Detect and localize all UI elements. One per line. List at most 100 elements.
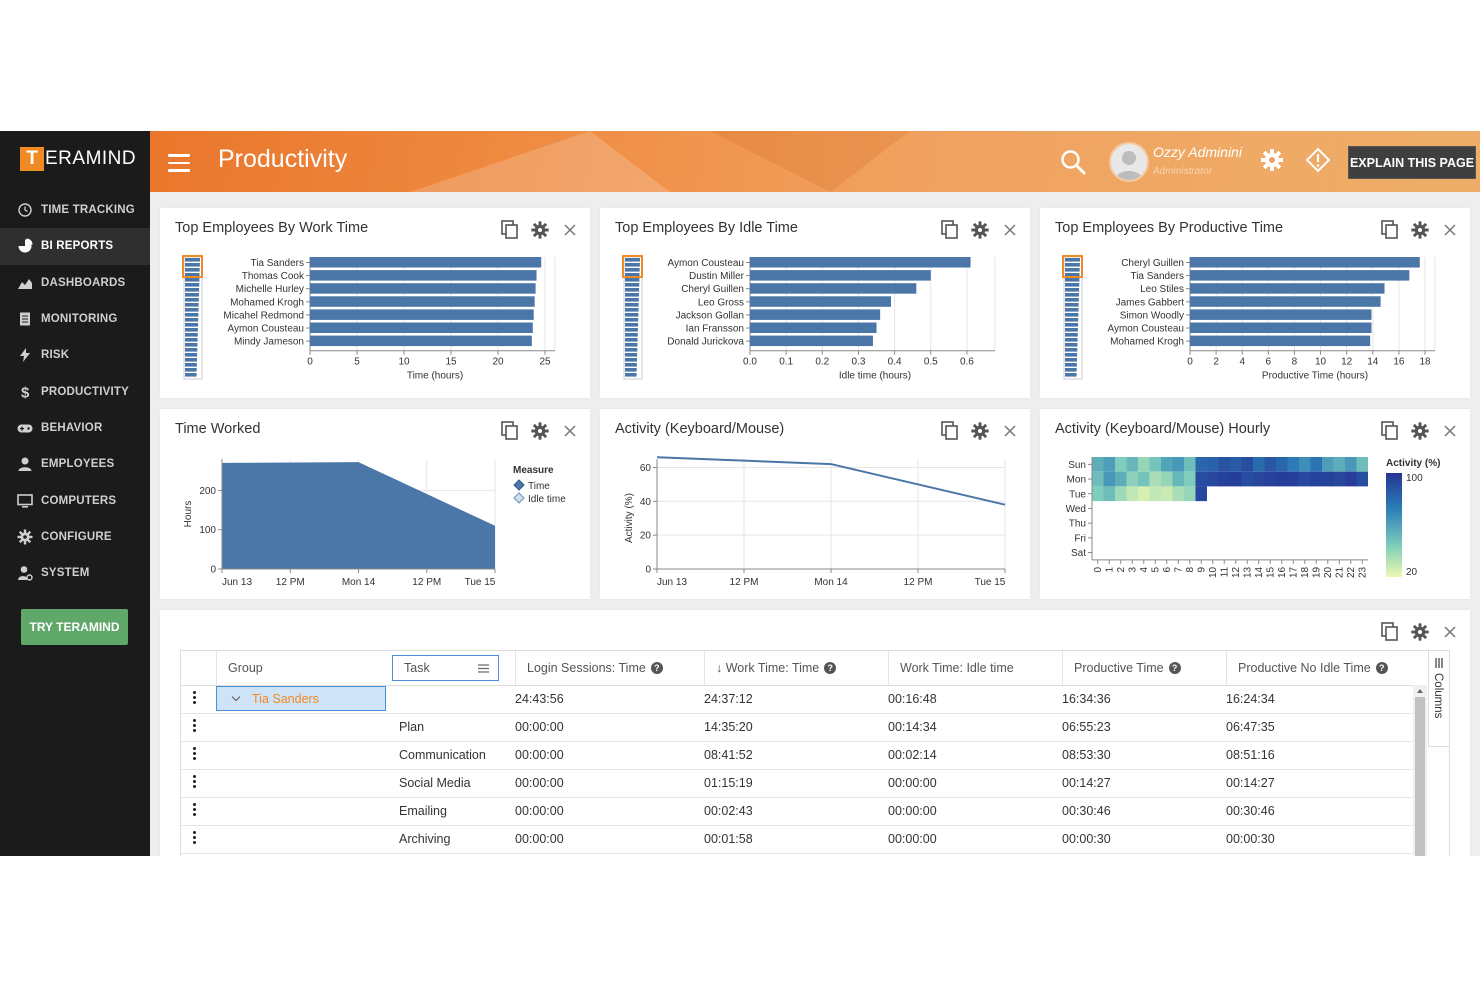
y-tick-label: Sun (1068, 460, 1086, 471)
row-menu-icon[interactable] (193, 691, 197, 706)
sidebar-item-monitoring[interactable]: MONITORING (0, 301, 150, 337)
column-header[interactable]: Productive Time? (1062, 651, 1226, 685)
overview-bar (625, 338, 638, 342)
chevron-down-icon[interactable] (231, 695, 241, 703)
column-header-label: Task (404, 661, 430, 675)
settings-gear-icon[interactable] (970, 421, 990, 441)
help-icon[interactable]: ? (1168, 662, 1181, 674)
card-top-idle-time: Top Employees By Idle Time 0.0 0.1 0.2 0.3 0… (600, 208, 1030, 398)
help-icon[interactable]: ? (824, 662, 837, 674)
sidebar-item-bi-reports[interactable]: BI REPORTS (0, 228, 150, 265)
try-teramind-button[interactable]: TRY TERAMIND (21, 609, 128, 645)
overview-bar (625, 308, 639, 312)
x-tick-label: 23 (1357, 566, 1368, 578)
row-menu-icon[interactable] (193, 831, 197, 846)
sidebar-item-label: BI REPORTS (41, 240, 114, 253)
close-icon[interactable] (1000, 220, 1020, 240)
vertical-scrollbar[interactable] (1413, 685, 1427, 856)
copy-icon[interactable] (1380, 421, 1400, 441)
sidebar-item-dashboards[interactable]: DASHBOARDS (0, 265, 150, 301)
overview-selection-handle (1062, 255, 1083, 278)
search-icon[interactable] (1060, 149, 1086, 175)
settings-gear-icon[interactable] (1410, 220, 1430, 240)
settings-gear-icon[interactable] (530, 220, 550, 240)
copy-icon[interactable] (500, 220, 520, 240)
settings-gear-icon[interactable] (530, 421, 550, 441)
column-header[interactable]: Task (392, 655, 499, 681)
y-tick-label: Sat (1071, 548, 1086, 559)
columns-panel-tab[interactable]: Columns (1428, 651, 1449, 747)
help-icon[interactable]: ? (1375, 662, 1388, 674)
copy-icon[interactable] (940, 220, 960, 240)
overview-bar (625, 273, 640, 277)
bar (750, 257, 971, 268)
alert-diamond-icon[interactable] (1305, 147, 1331, 173)
row-menu-icon[interactable] (193, 719, 197, 734)
sidebar-item-system[interactable]: SYSTEM (0, 555, 150, 591)
card-time-worked: Time Worked 0 100 200 Jun 13 12 PM Mon 14 12 P… (160, 409, 590, 599)
column-header[interactable]: Work Time: Idle time (888, 651, 1062, 685)
scrollbar-thumb[interactable] (1415, 697, 1425, 856)
bar (750, 283, 917, 294)
column-menu-icon[interactable] (478, 664, 489, 673)
heatmap-cell (1172, 471, 1184, 487)
row-menu-icon[interactable] (193, 747, 197, 762)
sidebar-item-productivity[interactable]: $ PRODUCTIVITY (0, 373, 150, 409)
scroll-up-icon[interactable] (1413, 686, 1427, 696)
explain-page-button[interactable]: EXPLAIN THIS PAGE (1348, 146, 1476, 179)
column-header-label: Productive No Idle Time (1238, 661, 1371, 675)
sidebar-item-risk[interactable]: RISK (0, 337, 150, 373)
close-icon[interactable] (560, 220, 580, 240)
close-icon[interactable] (1440, 220, 1460, 240)
column-header[interactable]: Login Sessions: Time? (515, 651, 704, 685)
x-tick-label: 4 (1239, 357, 1245, 368)
settings-gear-icon[interactable] (1410, 421, 1430, 441)
copy-icon[interactable] (940, 421, 960, 441)
copy-icon[interactable] (1380, 622, 1400, 642)
table-row[interactable]: Emailing 00:00:00 00:02:43 00:00:00 00:30:46… (181, 797, 1413, 826)
settings-gear-icon[interactable] (970, 220, 990, 240)
column-header[interactable]: Group (216, 651, 391, 685)
group-cell[interactable]: Tia Sanders (216, 686, 386, 711)
settings-gear-icon[interactable] (1410, 622, 1430, 642)
menu-toggle-icon[interactable] (168, 154, 190, 177)
sidebar-item-configure[interactable]: CONFIGURE (0, 519, 150, 555)
row-menu-icon[interactable] (193, 775, 197, 790)
settings-gear-icon[interactable] (1260, 148, 1284, 172)
row-menu-icon[interactable] (193, 803, 197, 818)
table-row[interactable]: Social Media 00:00:00 01:15:19 00:00:00 00:1… (181, 769, 1413, 798)
bar (1190, 296, 1381, 307)
column-header[interactable]: Productive No Idle Time? (1226, 651, 1406, 685)
y-tick-label: Aymon Cousteau (227, 324, 304, 335)
cell-prod-no-idle: 00:00:30 (1226, 832, 1275, 846)
table-row[interactable]: Archiving 00:00:00 00:01:58 00:00:00 00:00:3… (181, 825, 1413, 854)
y-axis-label: Hours (183, 501, 194, 528)
user-name[interactable]: Ozzy Adminini (1153, 144, 1242, 160)
close-icon[interactable] (560, 421, 580, 441)
bar (310, 296, 535, 307)
cell-idle: 00:02:14 (888, 748, 937, 762)
bar (310, 335, 532, 347)
close-icon[interactable] (1000, 421, 1020, 441)
close-icon[interactable] (1440, 421, 1460, 441)
overview-bar (1065, 298, 1079, 302)
top-header: Productivity Ozzy Adminini Administrator (150, 131, 1480, 192)
sidebar-item-computers[interactable]: COMPUTERS (0, 482, 150, 518)
table-row[interactable]: Tia Sanders 24:43:56 24:37:12 00:16:48 16:34… (181, 685, 1413, 714)
sidebar-item-time-tracking[interactable]: TIME TRACKING (0, 192, 150, 228)
teramind-logo[interactable]: T ERAMIND (20, 147, 136, 171)
copy-icon[interactable] (1380, 220, 1400, 240)
pie-chart-icon (17, 238, 33, 254)
x-tick-label: 6 (1266, 357, 1272, 368)
help-icon[interactable]: ? (650, 662, 663, 674)
table-row[interactable]: Plan 00:00:00 14:35:20 00:14:34 06:55:23 06:4… (181, 713, 1413, 742)
table-row[interactable]: Communication 00:00:00 08:41:52 00:02:14 08:… (181, 741, 1413, 770)
avatar[interactable] (1109, 142, 1149, 182)
column-header[interactable]: ↓ Work Time: Time? (704, 651, 888, 685)
sidebar-item-employees[interactable]: EMPLOYEES (0, 446, 150, 482)
overview-bar (625, 323, 639, 327)
close-icon[interactable] (1440, 622, 1460, 642)
column-header-label: ↓ Work Time: Time (716, 661, 820, 675)
sidebar-item-behavior[interactable]: BEHAVIOR (0, 410, 150, 446)
copy-icon[interactable] (500, 421, 520, 441)
